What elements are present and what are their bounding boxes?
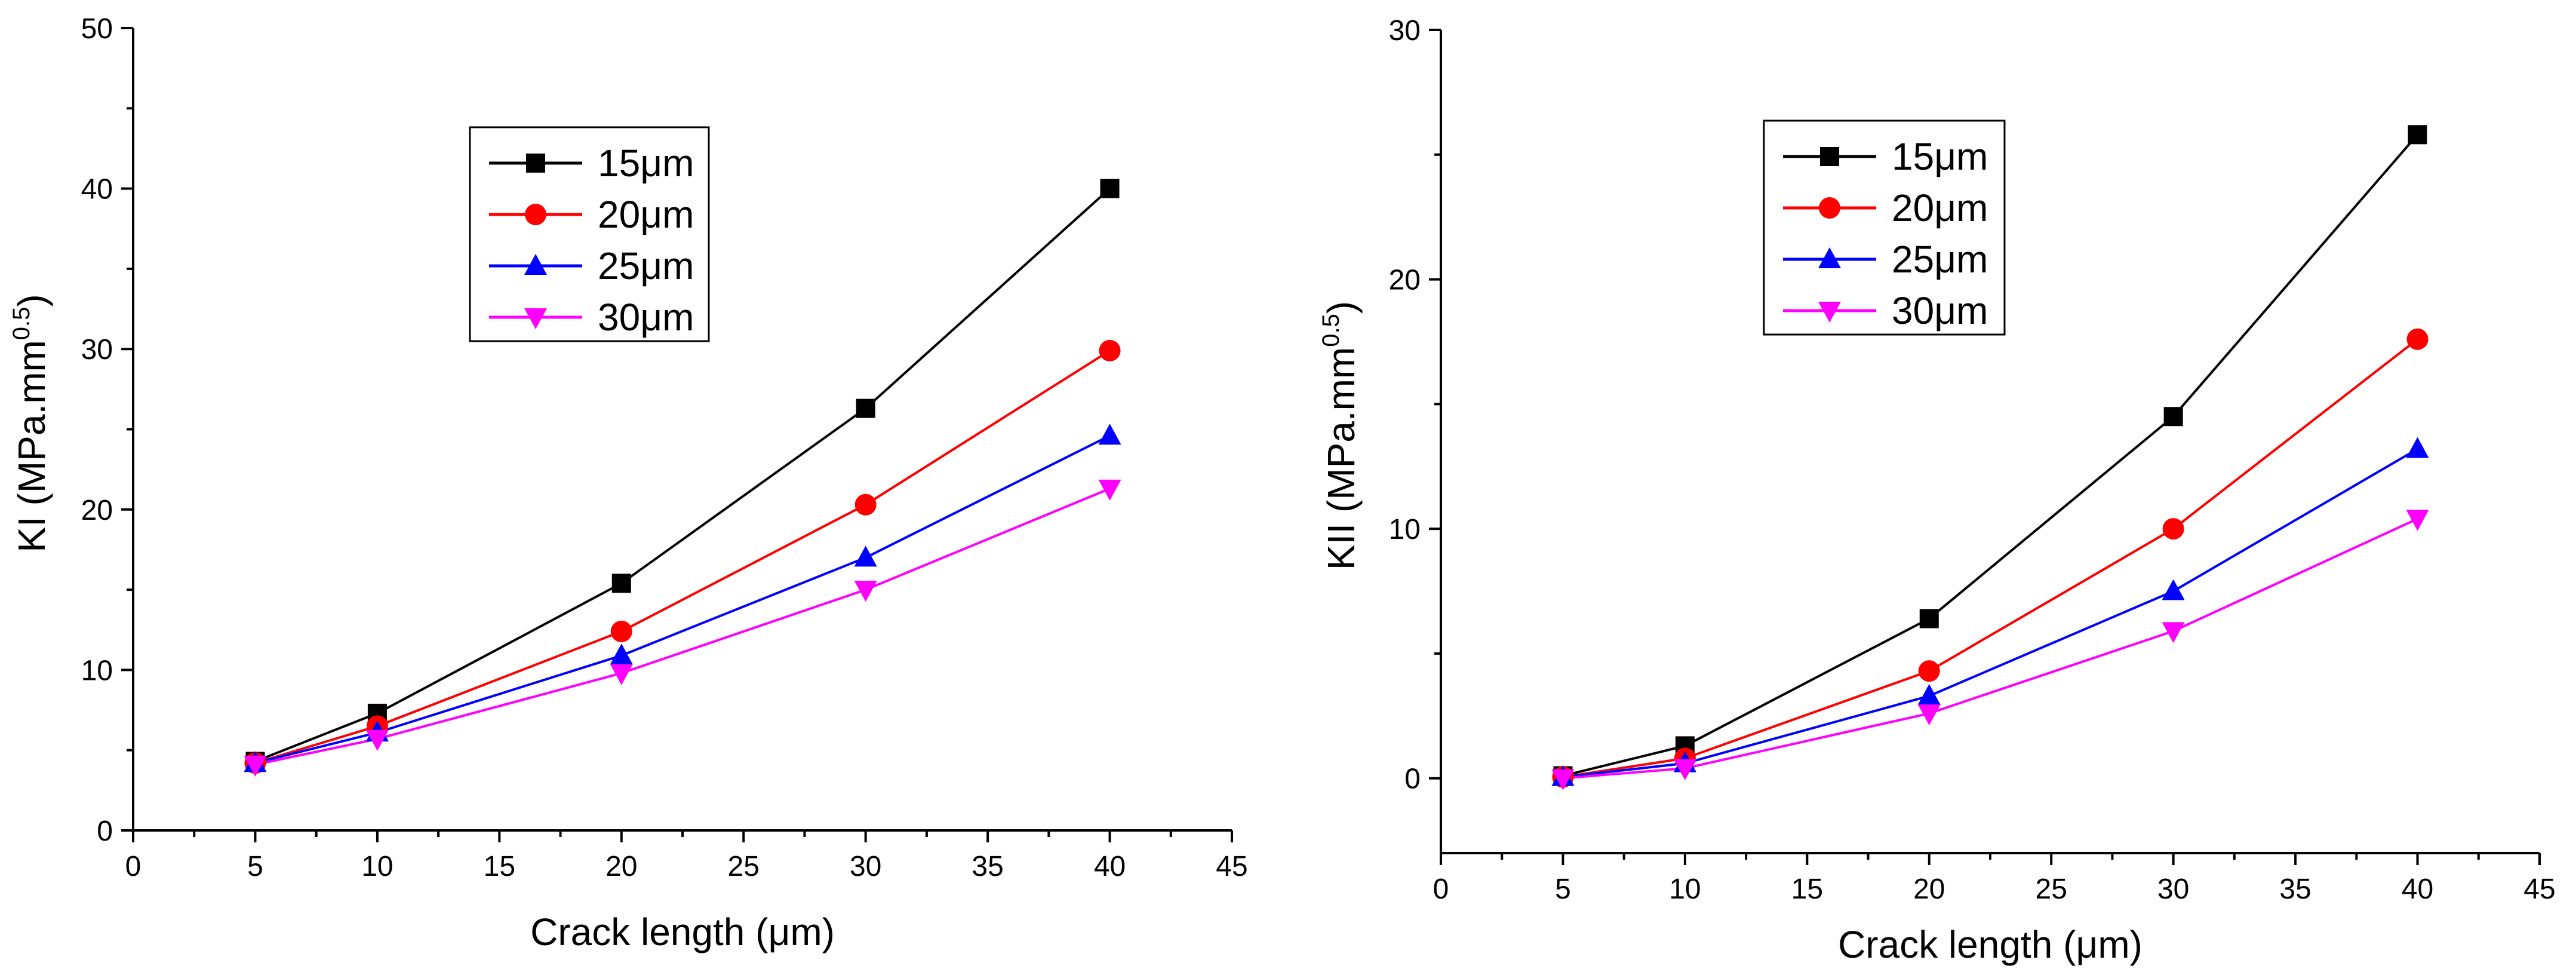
y-tick-label: 20: [1389, 265, 1421, 296]
y-axis-title: KII (MPa.mm0.5): [1318, 301, 1363, 570]
data-point: [610, 664, 633, 685]
data-point: [1098, 424, 1121, 445]
data-point: [1918, 660, 1940, 682]
data-point: [1917, 704, 1941, 726]
y-tick-label: 0: [1404, 764, 1421, 795]
series-line-2: [1563, 447, 2418, 778]
chart-kii: 0 5 10 15 20 25 30 35 40 45 0 10 20 30 Crack length (μ…: [1318, 15, 2556, 966]
legend-marker: [524, 308, 547, 329]
chart-ki: 0 5 10 15 20 25 30 35 40 45 0 10 20 30 40 50 Crack lengt…: [8, 13, 1248, 953]
legend-marker: [524, 254, 547, 275]
data-point: [854, 493, 877, 516]
legend-marker: [1818, 247, 1841, 268]
x-tick-label: 15: [484, 851, 515, 882]
legend-marker: [526, 154, 545, 173]
data-point: [2162, 622, 2185, 643]
data-point: [610, 643, 633, 665]
legend-label: 25μm: [1892, 238, 1988, 281]
x-tick-label: 25: [728, 851, 760, 882]
data-point: [1919, 609, 1939, 628]
legend-label: 25μm: [598, 244, 694, 287]
data-point: [1099, 339, 1121, 361]
x-tick-label: 25: [2036, 873, 2067, 905]
data-point: [1673, 759, 1696, 781]
y-tick-label: 20: [81, 495, 113, 526]
y-tick-label: 30: [1389, 15, 1421, 47]
x-tick-label: 40: [2402, 873, 2433, 905]
y-tick-label: 10: [1389, 514, 1421, 545]
data-point: [244, 755, 267, 777]
y-tick-label: 40: [81, 174, 113, 206]
legend-marker: [1818, 302, 1841, 323]
legend-marker: [525, 204, 546, 225]
x-axis-title: Crack length (μm): [530, 910, 835, 953]
x-tick-label: 5: [247, 851, 263, 882]
x-tick-label: 0: [125, 851, 142, 882]
y-tick-label: 0: [97, 815, 113, 847]
data-point: [856, 398, 875, 418]
legend: 15μm 20μm 25μm 30μm: [1763, 119, 2006, 336]
x-tick-label: 45: [2523, 873, 2555, 905]
legend: 15μm 20μm 25μm 30μm: [469, 126, 710, 342]
x-axis-title: Crack length (μm): [1838, 923, 2142, 966]
y-tick-label: 30: [81, 334, 113, 366]
x-tick-label: 30: [850, 851, 881, 882]
y-tick-label: 10: [81, 655, 113, 686]
x-tick-label: 30: [2157, 873, 2189, 905]
legend-label: 15μm: [1892, 135, 1988, 178]
x-tick-label: 15: [1791, 873, 1823, 905]
data-point: [2408, 125, 2427, 145]
data-point: [1917, 683, 1941, 705]
legend-label: 15μm: [598, 142, 694, 185]
x-tick-label: 10: [1669, 873, 1701, 905]
x-tick-label: 5: [1555, 873, 1571, 905]
data-point: [2406, 328, 2429, 350]
x-tick-label: 40: [1094, 851, 1126, 882]
data-point: [2162, 518, 2184, 540]
data-point: [1551, 769, 1575, 790]
x-tick-label: 20: [605, 851, 637, 882]
x-tick-label: 45: [1216, 851, 1247, 882]
data-point: [2406, 510, 2429, 531]
series-line-1: [254, 349, 1111, 765]
data-point: [610, 620, 632, 642]
legend-label: 30μm: [1892, 289, 1988, 332]
data-point: [2163, 407, 2183, 427]
data-point: [365, 729, 389, 751]
y-tick-label: 50: [81, 13, 113, 45]
data-point: [854, 545, 877, 567]
x-tick-label: 35: [2279, 873, 2311, 905]
x-tick-label: 0: [1433, 873, 1449, 905]
legend-label: 20μm: [598, 193, 694, 236]
y-axis-title: KI (MPa.mm0.5): [8, 294, 53, 552]
data-point: [1100, 179, 1120, 198]
series-line-1: [1563, 338, 2418, 778]
x-tick-label: 10: [361, 851, 393, 882]
data-point: [854, 581, 877, 602]
data-point: [1098, 479, 1121, 501]
x-tick-label: 20: [1913, 873, 1945, 905]
legend-marker: [1819, 197, 1840, 219]
data-point: [611, 574, 631, 593]
x-tick-label: 35: [972, 851, 1003, 882]
legend-label: 20μm: [1892, 186, 1988, 229]
legend-marker: [1820, 147, 1839, 166]
data-point: [2162, 579, 2185, 600]
legend-label: 30μm: [598, 296, 694, 339]
data-point: [2406, 437, 2429, 458]
